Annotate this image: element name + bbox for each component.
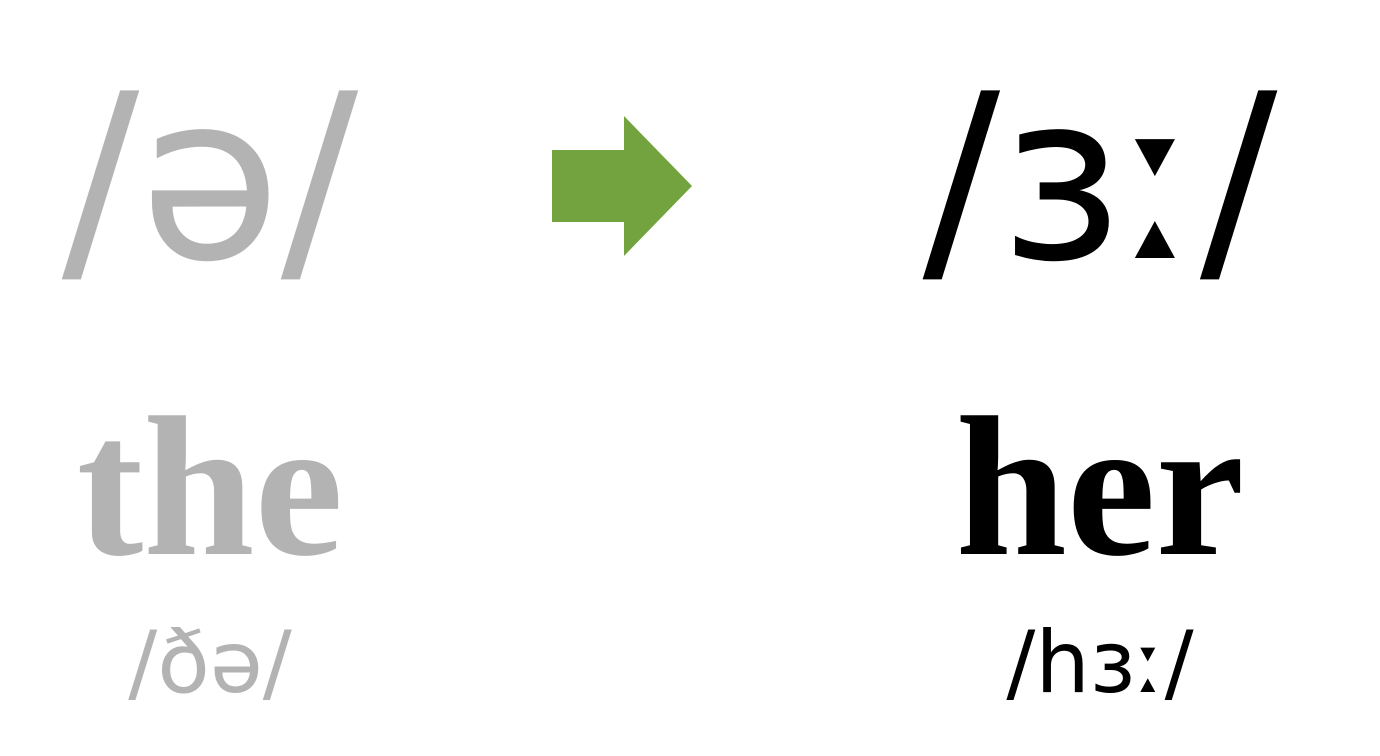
before-example-word: the — [76, 377, 344, 598]
after-sound-panel: /ɜː/ her /hɜː/ — [820, 0, 1380, 756]
before-phoneme-symbol: /ə/ — [61, 46, 359, 313]
before-sound-panel: /ə/ the /ðə/ — [0, 0, 420, 756]
after-phoneme-symbol: /ɜː/ — [922, 46, 1278, 313]
right-arrow-icon — [552, 116, 692, 256]
before-example-transcription: /ðə/ — [128, 613, 292, 713]
after-example-transcription: /hɜː/ — [1006, 613, 1194, 713]
after-example-word: her — [955, 377, 1245, 598]
